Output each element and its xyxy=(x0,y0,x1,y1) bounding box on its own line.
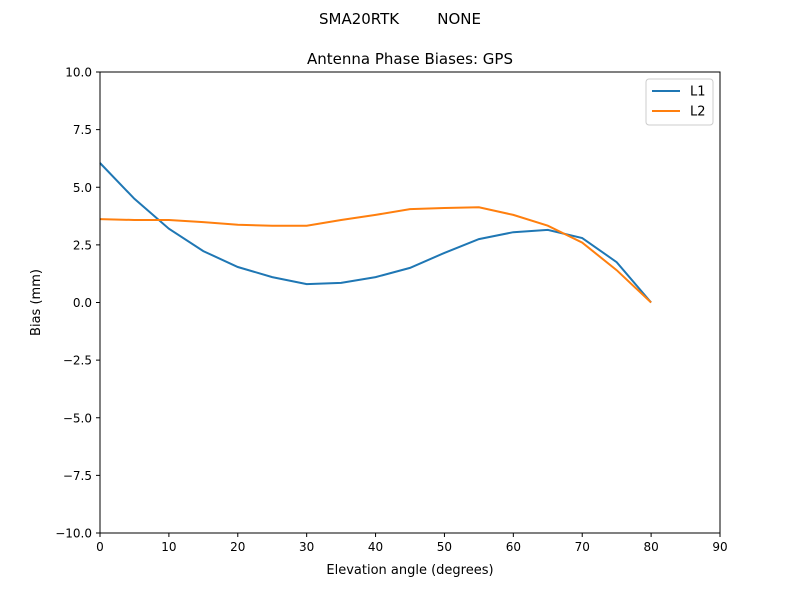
legend-label: L1 xyxy=(690,85,706,100)
x-tick-label: 70 xyxy=(575,540,590,554)
series-line-L2 xyxy=(99,206,652,304)
x-tick-label: 30 xyxy=(299,540,314,554)
y-tick-label: 5.0 xyxy=(73,181,92,195)
chart-title: Antenna Phase Biases: GPS xyxy=(307,50,513,68)
y-tick-label: −2.5 xyxy=(63,354,92,368)
y-tick-label: 2.5 xyxy=(73,238,92,252)
x-tick-label: 60 xyxy=(506,540,521,554)
legend-label: L2 xyxy=(690,105,706,120)
x-tick-label: 0 xyxy=(96,540,104,554)
y-tick-label: 10.0 xyxy=(65,66,92,80)
x-axis-label: Elevation angle (degrees) xyxy=(326,563,493,578)
y-tick-label: −10.0 xyxy=(55,527,92,541)
x-tick-label: 50 xyxy=(437,540,452,554)
y-tick-label: 7.5 xyxy=(73,123,92,137)
x-tick-label: 10 xyxy=(161,540,176,554)
x-tick-label: 20 xyxy=(230,540,245,554)
x-tick-label: 80 xyxy=(643,540,658,554)
x-tick-label: 40 xyxy=(368,540,383,554)
y-tick-label: −5.0 xyxy=(63,411,92,425)
y-tick-label: −7.5 xyxy=(63,469,92,483)
y-tick-label: 0.0 xyxy=(73,296,92,310)
axes-frame xyxy=(99,71,721,534)
suptitle: SMA20RTK NONE xyxy=(319,10,481,28)
y-axis-label: Bias (mm) xyxy=(29,269,44,336)
x-tick-label: 90 xyxy=(712,540,727,554)
series-line-L1 xyxy=(99,162,652,304)
